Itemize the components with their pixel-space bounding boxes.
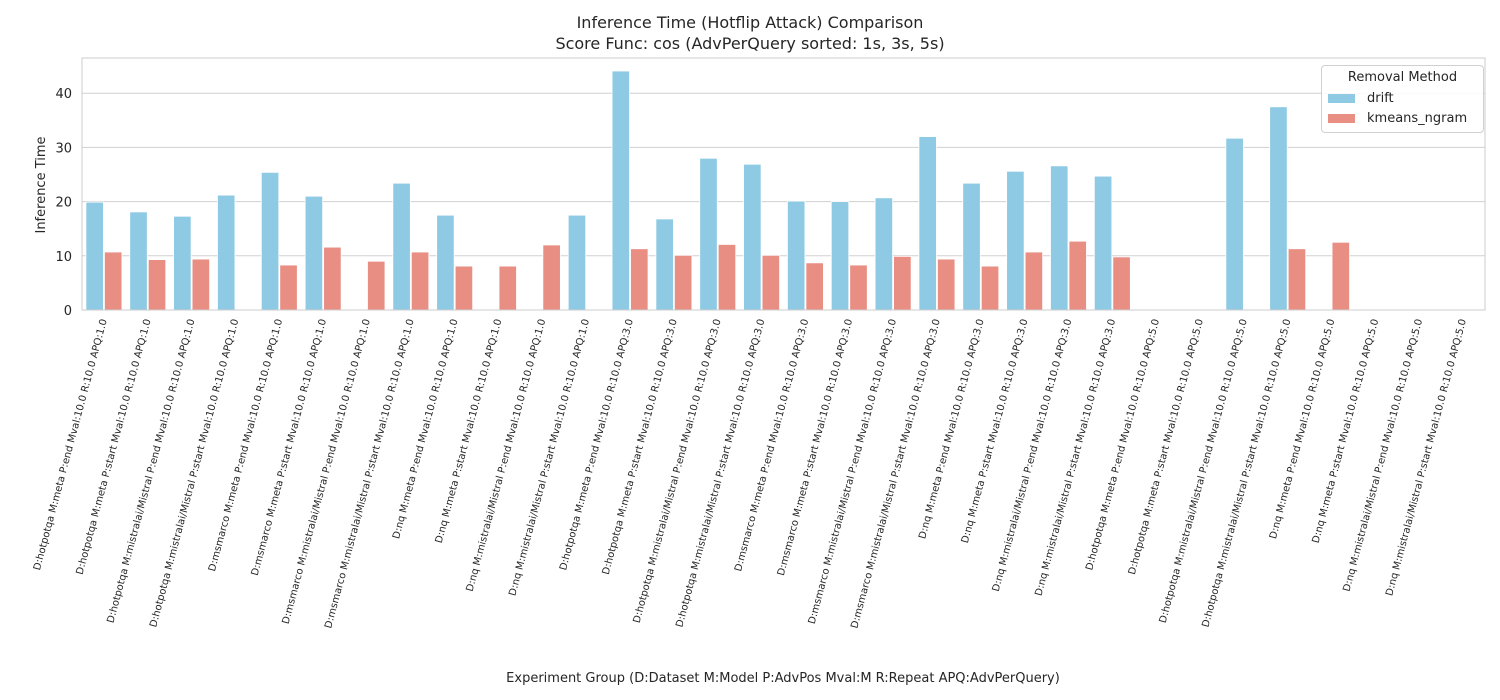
bar-drift bbox=[436, 214, 455, 311]
x-tick-label: D:nq M:mistralai/Mistral P:end Mval:10.0… bbox=[1342, 318, 1426, 593]
bar-kmeans-ngram bbox=[410, 251, 430, 311]
x-tick-label: D:nq M:mistralai/Mistral P:start Mval:10… bbox=[1034, 318, 1119, 597]
bar-drift bbox=[85, 201, 104, 311]
bar-kmeans-ngram bbox=[542, 244, 561, 311]
bar-drift bbox=[173, 215, 192, 311]
x-tick-label: D:msmarco M:meta P:start Mval:10.0 R:10.… bbox=[776, 318, 855, 577]
bar-kmeans-ngram bbox=[147, 259, 167, 311]
bar-kmeans-ngram bbox=[279, 264, 298, 311]
bars bbox=[85, 70, 1350, 311]
x-tick-label: D:hotpotqa M:meta P:end Mval:10.0 R:10.0… bbox=[32, 318, 110, 572]
axes bbox=[81, 57, 1486, 311]
bar-kmeans-ngram bbox=[1024, 251, 1044, 311]
legend-swatch-drift bbox=[1328, 93, 1355, 103]
bar-drift bbox=[962, 182, 981, 311]
bar-kmeans-ngram bbox=[849, 264, 868, 311]
x-axis-title: Experiment Group (D:Dataset M:Model P:Ad… bbox=[506, 671, 1060, 686]
x-tick-label: D:msmarco M:meta P:end Mval:10.0 R:10.0 … bbox=[733, 318, 811, 573]
legend: Removal Method drift kmeans_ngram bbox=[1321, 65, 1484, 133]
bar-kmeans-ngram bbox=[367, 260, 386, 311]
x-tick-label: D:msmarco M:mistralai/Mistral P:end Mval… bbox=[807, 318, 899, 626]
x-tick-label: D:nq M:mistralai/Mistral P:start Mval:10… bbox=[507, 318, 592, 597]
bar-kmeans-ngram bbox=[980, 265, 1000, 311]
x-tick-label: D:msmarco M:mistralai/Mistral P:start Mv… bbox=[849, 318, 942, 630]
bar-kmeans-ngram bbox=[498, 265, 517, 311]
bar-drift bbox=[830, 201, 850, 311]
bar-drift bbox=[1093, 175, 1113, 311]
bar-kmeans-ngram bbox=[191, 258, 211, 311]
bar-drift bbox=[217, 194, 236, 311]
y-tick-label: 20 bbox=[55, 196, 72, 211]
bar-drift bbox=[787, 200, 806, 311]
bar-drift bbox=[567, 214, 587, 311]
x-tick-label: D:hotpotqa M:mistralai/Mistral P:end Mva… bbox=[632, 318, 724, 624]
bar-kmeans-ngram bbox=[893, 255, 912, 311]
x-tick-label: D:hotpotqa M:meta P:start Mval:10.0 R:10… bbox=[1127, 318, 1206, 576]
bar-kmeans-ngram bbox=[454, 265, 474, 311]
bar-drift bbox=[1050, 165, 1069, 311]
bar-drift bbox=[611, 70, 630, 311]
bar-drift bbox=[1225, 137, 1244, 311]
bar-kmeans-ngram bbox=[673, 254, 693, 311]
x-tick-label: D:hotpotqa M:meta P:end Mval:10.0 R:10.0… bbox=[1084, 318, 1162, 572]
x-tick-label: D:hotpotqa M:meta P:start Mval:10.0 R:10… bbox=[601, 318, 680, 576]
x-tick-label: D:msmarco M:meta P:start Mval:10.0 R:10.… bbox=[250, 318, 329, 577]
bar-kmeans-ngram bbox=[1331, 241, 1350, 311]
bar-drift bbox=[1269, 106, 1288, 311]
bar-drift bbox=[304, 195, 324, 311]
legend-item-kmeans-ngram: kmeans_ngram bbox=[1328, 108, 1483, 128]
x-tick-label: D:hotpotqa M:meta P:start Mval:10.0 R:10… bbox=[75, 318, 154, 576]
bar-kmeans-ngram bbox=[805, 262, 824, 311]
x-tick-label: D:hotpotqa M:mistralai/Mistral P:end Mva… bbox=[1158, 318, 1250, 624]
chart-title: Inference Time (Hotflip Attack) Comparis… bbox=[576, 13, 924, 32]
bar-drift bbox=[918, 136, 937, 311]
chart-subtitle: Score Func: cos (AdvPerQuery sorted: 1s,… bbox=[555, 34, 945, 53]
x-tick-label: D:hotpotqa M:mistralai/Mistral P:start M… bbox=[1200, 318, 1293, 629]
bar-drift bbox=[743, 163, 762, 311]
bar-kmeans-ngram bbox=[761, 254, 780, 311]
bar-kmeans-ngram bbox=[1068, 240, 1087, 311]
legend-item-drift: drift bbox=[1328, 88, 1483, 108]
bar-drift bbox=[392, 182, 411, 311]
bar-drift bbox=[699, 157, 718, 311]
plot-frame bbox=[81, 57, 1486, 311]
y-tick-label: 0 bbox=[64, 304, 72, 319]
bar-kmeans-ngram bbox=[1287, 248, 1307, 311]
x-tick-label: D:nq M:mistralai/Mistral P:end Mval:10.0… bbox=[991, 318, 1075, 593]
x-tick-label: D:msmarco M:mistralai/Mistral P:end Mval… bbox=[281, 318, 373, 626]
legend-label-drift: drift bbox=[1367, 90, 1394, 106]
bar-kmeans-ngram bbox=[717, 244, 737, 311]
legend-label-kmeans-ngram: kmeans_ngram bbox=[1367, 110, 1468, 126]
bar-drift bbox=[1006, 170, 1025, 311]
bar-drift bbox=[129, 211, 148, 311]
bar-kmeans-ngram bbox=[937, 258, 956, 311]
bar-kmeans-ngram bbox=[630, 248, 649, 311]
bar-kmeans-ngram bbox=[104, 251, 123, 311]
y-tick-label: 10 bbox=[55, 250, 72, 265]
x-tick-label: D:hotpotqa M:mistralai/Mistral P:end Mva… bbox=[106, 318, 198, 624]
x-tick-label: D:hotpotqa M:mistralai/Mistral P:start M… bbox=[674, 318, 767, 629]
bar-drift bbox=[655, 218, 674, 311]
y-tick-label: 40 bbox=[55, 87, 72, 102]
x-tick-label: D:nq M:mistralai/Mistral P:end Mval:10.0… bbox=[465, 318, 549, 593]
y-axis-title: Inference Time bbox=[34, 136, 49, 233]
x-tick-label: D:nq M:mistralai/Mistral P:start Mval:10… bbox=[1384, 318, 1469, 597]
y-tick-label: 30 bbox=[55, 141, 72, 156]
bar-drift bbox=[874, 197, 894, 311]
legend-title: Removal Method bbox=[1347, 70, 1458, 85]
legend-swatch-kmeans-ngram bbox=[1328, 113, 1355, 123]
x-tick-label: D:msmarco M:meta P:end Mval:10.0 R:10.0 … bbox=[207, 318, 285, 573]
bar-kmeans-ngram bbox=[323, 246, 342, 311]
x-tick-label: D:hotpotqa M:meta P:end Mval:10.0 R:10.0… bbox=[558, 318, 636, 572]
x-tick-label: D:hotpotqa M:mistralai/Mistral P:start M… bbox=[148, 318, 241, 629]
bar-kmeans-ngram bbox=[1112, 256, 1131, 311]
bar-drift bbox=[260, 171, 280, 311]
x-tick-label: D:msmarco M:mistralai/Mistral P:start Mv… bbox=[323, 318, 416, 630]
